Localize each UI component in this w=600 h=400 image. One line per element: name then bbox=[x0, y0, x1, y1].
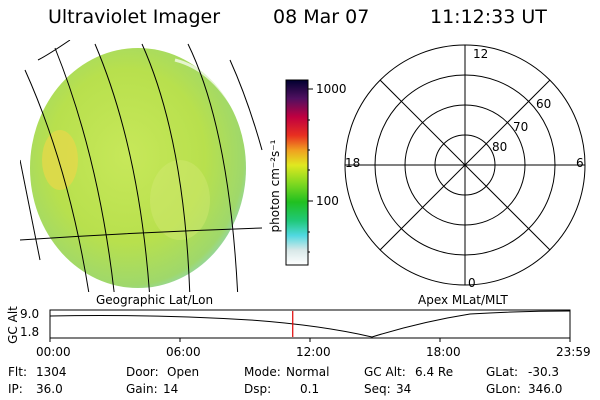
info-gcalt-label: GC Alt: bbox=[364, 365, 406, 379]
info-glon-label: GLon: bbox=[486, 382, 521, 396]
uv-image-disk bbox=[20, 40, 263, 292]
info-glon-value: 346.0 bbox=[528, 382, 563, 396]
altitude-ticks bbox=[49, 338, 571, 342]
altitude-plot-frame bbox=[49, 309, 571, 339]
colorbar-ticks bbox=[308, 88, 313, 253]
info-dsp-label: Dsp: bbox=[244, 382, 272, 396]
observation-date: 08 Mar 07 bbox=[273, 6, 370, 28]
info-dsp-value: 0.1 bbox=[300, 382, 320, 396]
info-ip-value: 36.0 bbox=[36, 382, 63, 396]
colorbar-tick-100: 100 bbox=[316, 194, 339, 208]
info-glat-label: GLat: bbox=[486, 365, 519, 379]
info-mode-value: Normal bbox=[286, 365, 330, 379]
info-flt-value: 1304 bbox=[36, 365, 67, 379]
mlat-label-70: 70 bbox=[513, 120, 529, 134]
info-flt-label: Flt: bbox=[8, 365, 27, 379]
altitude-xtick-1200: 12:00 bbox=[296, 345, 331, 359]
info-gain-value: 14 bbox=[163, 382, 179, 396]
altitude-curve bbox=[49, 310, 571, 338]
altitude-xtick-0600: 06:00 bbox=[166, 345, 201, 359]
mlt-label-0: 0 bbox=[468, 276, 476, 290]
mlt-label-12: 12 bbox=[473, 47, 489, 61]
colorbar bbox=[285, 79, 309, 266]
polar-grid bbox=[344, 44, 586, 286]
info-gcalt-value: 6.4 Re bbox=[415, 365, 454, 379]
colorbar-unit-label: photon cm⁻²s⁻¹ bbox=[268, 139, 282, 233]
altitude-xtick-0000: 00:00 bbox=[36, 345, 71, 359]
mlt-label-18: 18 bbox=[345, 156, 361, 170]
observation-time: 11:12:33 UT bbox=[430, 6, 547, 28]
altitude-xtick-2359: 23:59 bbox=[556, 345, 591, 359]
altitude-ylabel: GC Alt bbox=[5, 306, 20, 344]
info-glat-value: -30.3 bbox=[528, 365, 560, 379]
geo-grid bbox=[20, 40, 263, 292]
altitude-ytick-1-8: 1.8 bbox=[20, 325, 40, 339]
altitude-ytick-9: 9.0 bbox=[20, 307, 40, 321]
info-door-label: Door: bbox=[126, 365, 159, 379]
right-panel-label: Apex MLat/MLT bbox=[418, 293, 508, 307]
colorbar-tick-1000: 1000 bbox=[316, 82, 347, 96]
info-seq-value: 34 bbox=[396, 382, 412, 396]
altitude-xtick-1800: 18:00 bbox=[426, 345, 461, 359]
left-panel-label: Geographic Lat/Lon bbox=[96, 293, 214, 307]
info-door-value: Open bbox=[167, 365, 200, 379]
info-mode-label: Mode: bbox=[244, 365, 281, 379]
info-gain-label: Gain: bbox=[126, 382, 158, 396]
mlat-label-60: 60 bbox=[536, 97, 552, 111]
info-seq-label: Seq: bbox=[364, 382, 391, 396]
mlat-label-80: 80 bbox=[492, 140, 508, 154]
info-ip-label: IP: bbox=[8, 382, 23, 396]
instrument-title: Ultraviolet Imager bbox=[48, 6, 221, 28]
mlt-label-6: 6 bbox=[576, 156, 584, 170]
